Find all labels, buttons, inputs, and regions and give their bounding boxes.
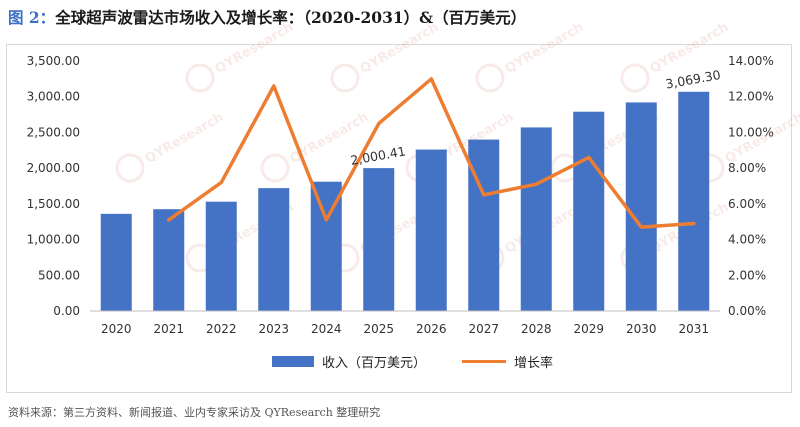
source-note: 资料来源：第三方资料、新闻报道、业内专家采访及 QYResearch 整理研究 (8, 406, 381, 419)
right-axis-tick-label: 6.00% (728, 197, 766, 211)
x-axis-tick-label: 2028 (521, 322, 552, 336)
watermark-logo: QYResearch (185, 20, 297, 93)
x-axis-tick-label: 2025 (363, 322, 394, 336)
watermark-ring-icon (115, 153, 145, 183)
revenue-bar (153, 209, 185, 311)
x-axis-tick-label: 2027 (468, 322, 499, 336)
revenue-bar (100, 213, 132, 311)
revenue-bar (678, 91, 710, 311)
revenue-bar (415, 149, 447, 311)
watermark-ring-icon (620, 63, 650, 93)
right-axis-tick-label: 0.00% (728, 304, 766, 318)
x-axis-tick-label: 2020 (101, 322, 132, 336)
x-axis-tick-label: 2026 (416, 322, 447, 336)
revenue-bar (625, 102, 657, 311)
legend-label-revenue: 收入（百万美元） (322, 356, 426, 371)
legend: 收入（百万美元） 增长率 (272, 355, 553, 371)
x-axis-tick-label: 2021 (153, 322, 184, 336)
chart-svg: QYResearch QYResearch QYResearch QYResearch… (27, 20, 800, 371)
left-axis-tick-label: 500.00 (38, 268, 80, 282)
bar-data-label: 2,000.41 (349, 143, 406, 167)
title-text: 全球超声波雷达市场收入及增长率：（2020-2031）&（百万美元） (55, 8, 527, 27)
watermark-logo: QYResearch (115, 110, 227, 183)
x-axis-tick-label: 2030 (626, 322, 657, 336)
watermark-text: QYResearch (143, 110, 227, 167)
growth-rate-line (167, 77, 696, 229)
watermark-ring-icon (475, 63, 505, 93)
left-axis-tick-label: 2,500.00 (27, 125, 80, 139)
x-axis-tick-label: 2022 (206, 322, 237, 336)
revenue-bar (468, 139, 500, 311)
revenue-bar (205, 201, 237, 311)
right-axis-tick-label: 12.00% (728, 90, 774, 104)
revenue-bar (573, 111, 605, 311)
revenue-bar (363, 168, 395, 311)
bar-data-label: 3,069.30 (664, 67, 721, 91)
left-axis-tick-label: 3,000.00 (27, 90, 80, 104)
revenue-bar (258, 188, 290, 311)
right-axis-tick-label: 14.00% (728, 54, 774, 68)
legend-swatch-revenue (272, 356, 314, 367)
chart-title: 图 2：全球超声波雷达市场收入及增长率：（2020-2031）&（百万美元） (8, 6, 526, 28)
watermark-ring-icon (185, 63, 215, 93)
x-axis-tick-label: 2024 (311, 322, 342, 336)
axis-layer: 0.00 500.00 1,000.00 1,500.00 2,000.00 2,500.… (27, 54, 774, 336)
watermark-ring-icon (330, 63, 360, 93)
x-axis-tick-label: 2031 (678, 322, 709, 336)
watermark-ring-icon (260, 153, 290, 183)
line-layer (167, 77, 696, 229)
left-axis-tick-label: 3,500.00 (27, 54, 80, 68)
left-axis-tick-label: 1,000.00 (27, 233, 80, 247)
watermark-text: QYResearch (213, 20, 297, 77)
bar-layer (100, 91, 710, 311)
left-axis-tick-label: 1,500.00 (27, 197, 80, 211)
watermark-text: QYResearch (358, 20, 442, 77)
right-axis-tick-label: 2.00% (728, 268, 766, 282)
watermark-logo: QYResearch (475, 20, 587, 93)
watermark-text: QYResearch (503, 20, 587, 77)
x-axis-tick-label: 2023 (258, 322, 289, 336)
right-axis-tick-label: 8.00% (728, 161, 766, 175)
legend-label-growth: 增长率 (514, 355, 553, 371)
right-axis-tick-label: 10.00% (728, 125, 774, 139)
left-axis-tick-label: 2,000.00 (27, 161, 80, 175)
figure-label: 图 2： (8, 8, 56, 27)
chart-frame (6, 44, 792, 393)
right-axis-tick-label: 4.00% (728, 233, 766, 247)
watermark-logo: QYResearch (260, 110, 371, 183)
left-axis-tick-label: 0.00 (53, 304, 80, 318)
revenue-bar (520, 127, 552, 311)
x-axis-tick-label: 2029 (573, 322, 604, 336)
